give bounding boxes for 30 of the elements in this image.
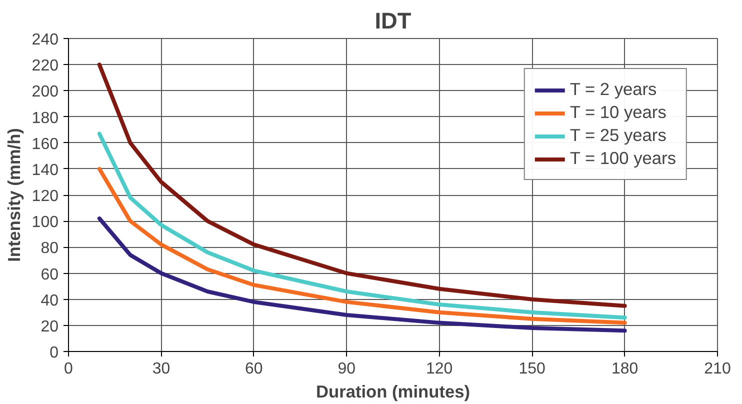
x-tick-label: 30 — [152, 360, 170, 378]
x-tick-label: 150 — [518, 360, 546, 378]
chart-title: IDT — [374, 8, 412, 34]
x-tick-label: 90 — [338, 360, 356, 378]
y-tick-label: 120 — [32, 188, 59, 205]
legend-label: T = 25 years — [570, 125, 666, 146]
y-tick-label: 140 — [32, 162, 59, 179]
y-tick-label: 0 — [50, 344, 59, 362]
y-tick-label: 40 — [40, 292, 59, 310]
y-tick-label: 220 — [32, 58, 59, 75]
y-tick-label: 240 — [32, 32, 59, 48]
legend-label: T = 10 years — [570, 102, 666, 123]
x-tick-label: 120 — [426, 360, 453, 378]
y-tick-label: 180 — [32, 110, 59, 127]
x-tick-label: 210 — [704, 360, 731, 378]
legend-label: T = 100 years — [570, 148, 676, 169]
legend-label: T = 2 years — [570, 79, 657, 100]
line-series — [97, 216, 627, 333]
x-tick-label: 0 — [64, 360, 74, 378]
x-tick-label: 180 — [611, 360, 638, 378]
y-tick-label: 80 — [40, 240, 59, 258]
y-tick-label: 20 — [40, 318, 59, 336]
y-tick-label: 200 — [32, 84, 59, 101]
line-series — [97, 166, 627, 325]
y-tick-label: 60 — [40, 266, 59, 284]
x-axis-title: Duration (minutes) — [316, 382, 470, 402]
y-tick-label: 100 — [32, 214, 59, 232]
y-axis-title: Intensity (mm/h) — [4, 128, 24, 262]
x-tick-label: 60 — [245, 360, 263, 378]
y-tick-label: 160 — [32, 136, 59, 153]
